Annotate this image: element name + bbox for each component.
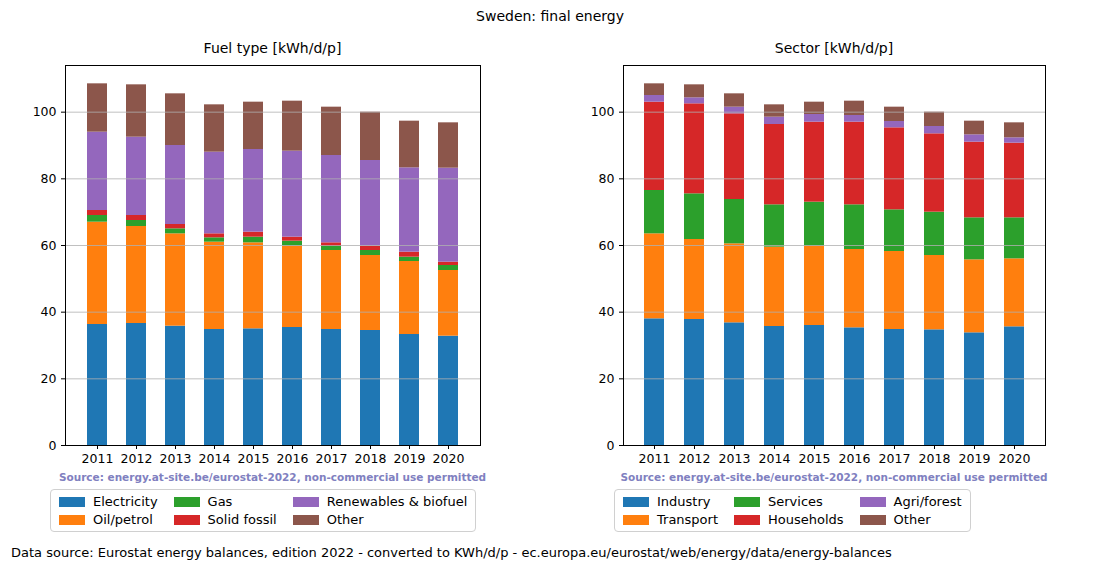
svg-text:0: 0 bbox=[49, 438, 57, 453]
html-text:Solid fossil: Solid fossil bbox=[207, 512, 277, 527]
svg-text:2018: 2018 bbox=[355, 451, 387, 466]
svg-text:2017: 2017 bbox=[316, 451, 348, 466]
html-text:Households: Households bbox=[768, 512, 844, 527]
svg-text:2020: 2020 bbox=[999, 451, 1031, 466]
svg-text:2015: 2015 bbox=[799, 451, 831, 466]
html-text:Renewables & biofuel: Renewables & biofuel bbox=[326, 494, 468, 509]
svg-text:2012: 2012 bbox=[679, 451, 711, 466]
svg-text:2012: 2012 bbox=[121, 451, 153, 466]
svg-text:2016: 2016 bbox=[839, 451, 871, 466]
svg-text:60: 60 bbox=[41, 238, 57, 253]
svg-text:2017: 2017 bbox=[879, 451, 911, 466]
svg-text:2019: 2019 bbox=[394, 451, 426, 466]
svg-text:80: 80 bbox=[599, 171, 615, 186]
svg-text:2014: 2014 bbox=[199, 451, 231, 466]
html-text:Transport: Transport bbox=[657, 512, 718, 527]
html-text:Other: Other bbox=[893, 512, 931, 527]
html-text:Oil/petrol: Oil/petrol bbox=[93, 512, 153, 527]
svg-text:40: 40 bbox=[41, 304, 57, 319]
svg-text:100: 100 bbox=[33, 104, 57, 119]
html-text:Other: Other bbox=[326, 512, 364, 527]
svg-text:60: 60 bbox=[599, 238, 615, 253]
html-text:Source: energy.at-site.be/euro: Source: energy.at-site.be/eurostat-2022,… bbox=[620, 471, 1048, 483]
html-text:Data source: Eurostat energy b: Data source: Eurostat energy balances, e… bbox=[11, 545, 892, 560]
html-text:Gas: Gas bbox=[207, 494, 233, 509]
svg-text:2020: 2020 bbox=[433, 451, 465, 466]
svg-text:100: 100 bbox=[591, 104, 615, 119]
svg-text:40: 40 bbox=[599, 304, 615, 319]
svg-text:20: 20 bbox=[599, 371, 615, 386]
svg-text:2018: 2018 bbox=[919, 451, 951, 466]
svg-text:2014: 2014 bbox=[759, 451, 791, 466]
html-text:Sweden: final energy: Sweden: final energy bbox=[476, 8, 624, 24]
svg-text:2015: 2015 bbox=[238, 451, 270, 466]
html-text:Electricity: Electricity bbox=[93, 494, 158, 509]
svg-text:0: 0 bbox=[607, 438, 615, 453]
svg-text:20: 20 bbox=[41, 371, 57, 386]
html-text:Agri/forest: Agri/forest bbox=[893, 494, 962, 509]
html-text:Services: Services bbox=[768, 494, 823, 509]
html-text:Fuel type [kWh/d/p]: Fuel type [kWh/d/p] bbox=[203, 40, 342, 56]
svg-text:2011: 2011 bbox=[82, 451, 114, 466]
html-text:Sector [kWh/d/p]: Sector [kWh/d/p] bbox=[774, 40, 894, 56]
html-text:Industry: Industry bbox=[657, 494, 711, 509]
svg-text:2016: 2016 bbox=[277, 451, 309, 466]
svg-text:2011: 2011 bbox=[639, 451, 671, 466]
svg-text:2019: 2019 bbox=[959, 451, 991, 466]
svg-text:2013: 2013 bbox=[160, 451, 192, 466]
svg-text:2013: 2013 bbox=[719, 451, 751, 466]
html-text:Source: energy.at-site.be/euro: Source: energy.at-site.be/eurostat-2022,… bbox=[58, 471, 487, 483]
svg-text:80: 80 bbox=[41, 171, 57, 186]
